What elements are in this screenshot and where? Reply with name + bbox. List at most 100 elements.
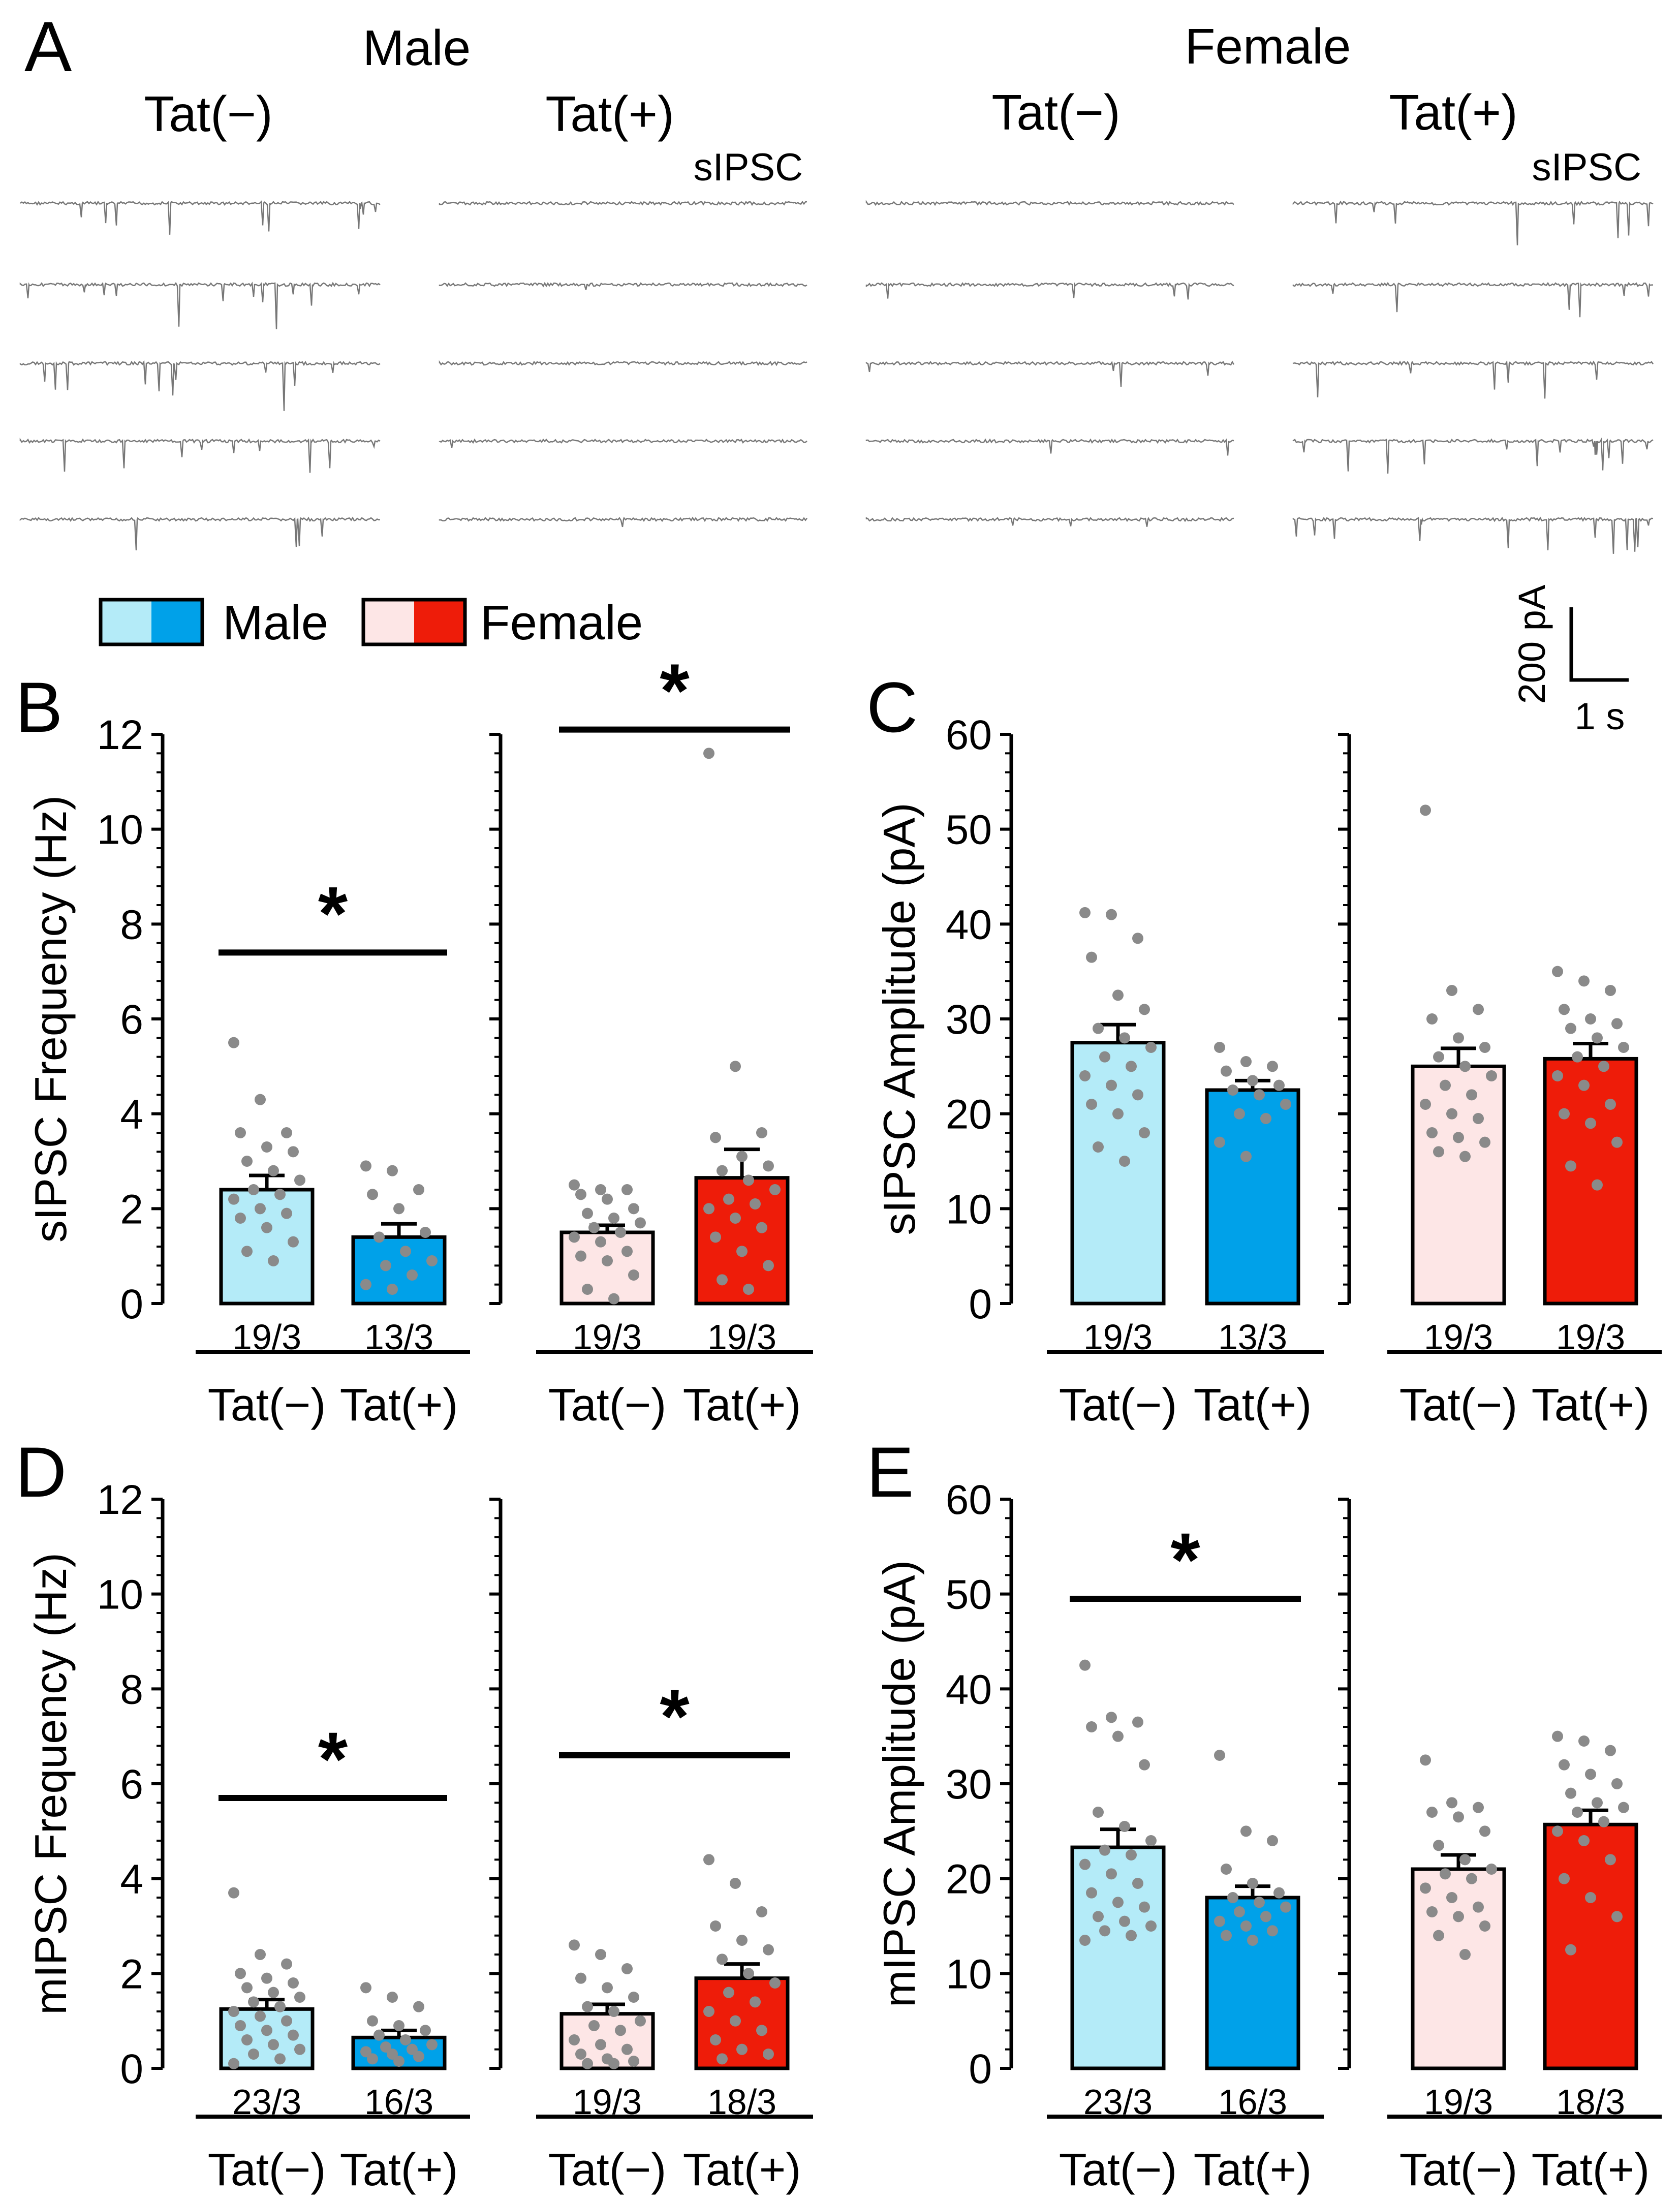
panel-d-data-point — [387, 2049, 398, 2060]
panel-d-data-point — [393, 2020, 405, 2031]
panel-b-data-point — [717, 1165, 728, 1176]
panel-b-data-point — [730, 1061, 741, 1072]
panel-c-bar-male-0 — [1070, 1041, 1166, 1306]
panel-e-data-point — [1221, 1930, 1232, 1941]
panel-d-data-point — [241, 2034, 253, 2045]
panel-e-data-point — [1106, 1868, 1117, 1880]
panel-b-data-point — [387, 1165, 398, 1176]
panel-c-data-point — [1618, 1042, 1629, 1053]
panel-b-data-point — [294, 1174, 305, 1186]
female-tat-minus-title: Tat(−) — [991, 84, 1120, 140]
panel-d-category-label: Tat(−) — [208, 2145, 326, 2195]
trace-3-1 — [1292, 282, 1654, 318]
panel-e-data-point — [1126, 1849, 1137, 1860]
trace-3-2 — [1292, 360, 1654, 399]
panel-d-data-point — [407, 2043, 418, 2055]
panel-b-data-point — [235, 1213, 246, 1224]
panel-e-data-point — [1145, 1920, 1157, 1932]
panel-d-data-point — [241, 1982, 253, 1994]
panel-b-data-point — [763, 1160, 774, 1172]
trace-2-2 — [865, 360, 1235, 387]
panel-d-data-point — [393, 2056, 405, 2067]
panel-b-data-point — [575, 1189, 586, 1200]
panel-a: A Male Female Tat(−) Tat(+) Tat(−) Tat(+… — [19, 7, 1654, 737]
panel-d-data-point — [387, 1992, 398, 2003]
panel-e-data-point — [1605, 1745, 1616, 1756]
panel-d-tick-label: 2 — [120, 1951, 143, 1997]
panel-b-data-point — [621, 1184, 633, 1195]
panel-b-data-point — [756, 1222, 767, 1233]
panel-e-data-point — [1254, 1897, 1265, 1908]
panel-c-data-point — [1099, 1051, 1110, 1063]
panel-c-data-point — [1106, 1079, 1117, 1091]
panel-e-data-point — [1106, 1712, 1117, 1723]
panel-b-data-point — [615, 1227, 626, 1238]
panel-b-data-point — [743, 1284, 754, 1295]
panel-c-data-point — [1559, 1108, 1570, 1120]
panel-e-data-point — [1132, 1878, 1143, 1889]
panel-b-bar-male-0 — [219, 1188, 315, 1306]
panel-e-data-point — [1585, 1892, 1596, 1903]
panel-b-data-point — [241, 1156, 253, 1167]
panel-c-data-point — [1106, 909, 1117, 920]
panel-b-data-point — [380, 1260, 391, 1271]
panel-e-data-point — [1426, 1906, 1438, 1917]
panel-c-data-point — [1433, 1051, 1444, 1063]
panel-b-data-point — [413, 1184, 424, 1195]
female-tat-plus-title: Tat(+) — [1389, 84, 1517, 140]
panel-e-data-point — [1552, 1730, 1563, 1742]
panel-c-tick-label: 40 — [946, 902, 992, 948]
trace-0-0 — [19, 200, 381, 235]
panel-e-data-point — [1473, 1901, 1484, 1913]
panel-b-y-label: sIPSC Frequency (Hz) — [25, 795, 76, 1243]
panel-e-data-point — [1565, 1944, 1576, 1956]
panel-b-data-point — [268, 1255, 279, 1266]
panel-e-tick-label: 50 — [946, 1572, 992, 1618]
panel-b-data-point — [281, 1127, 292, 1138]
trace-0-1 — [19, 282, 381, 329]
panel-d-data-point — [575, 1972, 586, 1984]
panel-c-category-label: Tat(+) — [1194, 1380, 1312, 1431]
panel-c-tick-label: 20 — [946, 1092, 992, 1138]
legend-male-label: Male — [223, 596, 328, 650]
panel-e-data-point — [1079, 1935, 1091, 1946]
panel-b-data-point — [255, 1203, 266, 1215]
panel-d-data-point — [228, 2058, 239, 2069]
panel-b-tick-label: 4 — [120, 1092, 143, 1138]
panel-d-letter: D — [15, 1432, 67, 1512]
panel-d-data-point — [268, 1987, 279, 1998]
panel-d-data-point — [710, 2034, 721, 2045]
trace-1-0 — [439, 200, 807, 206]
panel-e-data-point — [1479, 1920, 1490, 1932]
panel-e-data-point — [1119, 1821, 1130, 1832]
trace-2-1 — [865, 282, 1234, 300]
panel-d-data-point — [710, 1920, 721, 1932]
trace-3-3 — [1292, 437, 1654, 474]
panel-b-bar-female-0 — [559, 1230, 655, 1306]
panel-e-data-point — [1559, 1873, 1570, 1884]
panel-e-data-point — [1605, 1854, 1616, 1866]
panel-e-data-point — [1139, 1901, 1150, 1913]
legend-female-frame — [361, 598, 467, 646]
panel-c-data-point — [1585, 1013, 1596, 1025]
panel-d-data-point — [274, 2001, 286, 2012]
panel-c-data-point — [1459, 1151, 1471, 1162]
panel-d-data-point — [248, 1996, 259, 2008]
male-trace-label: sIPSC — [694, 146, 803, 189]
panel-e-data-point — [1486, 1864, 1497, 1875]
panel-d-data-point — [736, 1935, 748, 1946]
panel-d-data-point — [595, 2039, 606, 2051]
panel-b-tick-label: 8 — [120, 902, 143, 948]
panel-e-data-point — [1611, 1778, 1623, 1789]
panel-b-data-point — [420, 1227, 431, 1238]
panel-d-data-point — [294, 1992, 305, 2003]
panel-e-category-label: Tat(+) — [1532, 2145, 1650, 2195]
panel-d-data-point — [723, 1987, 734, 1998]
panel-e-data-point — [1598, 1816, 1609, 1827]
panel-c-data-point — [1605, 985, 1616, 996]
panel-b-data-point — [387, 1284, 398, 1295]
panel-b-data-point — [769, 1184, 781, 1195]
panel-d-tick-label: 8 — [120, 1666, 143, 1713]
